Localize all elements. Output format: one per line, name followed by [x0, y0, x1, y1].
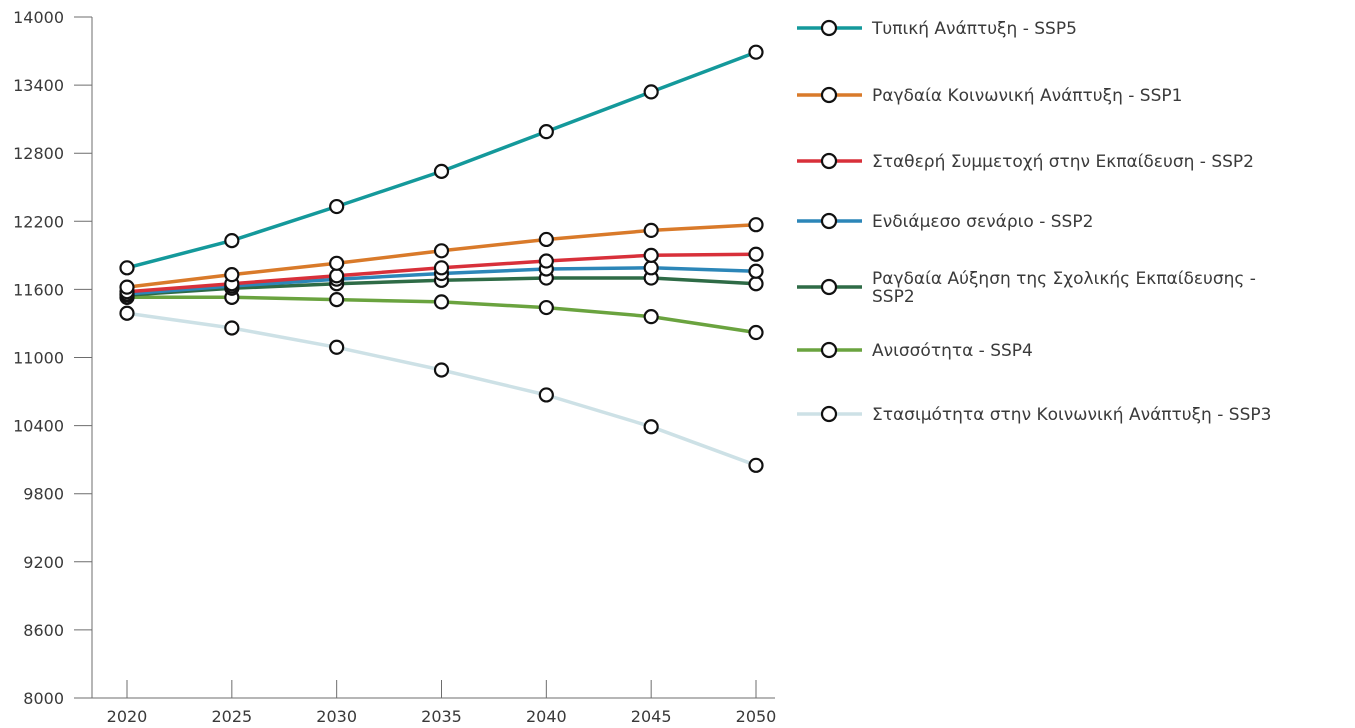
y-tick-label: 11600 [13, 280, 64, 299]
data-point-marker [433, 243, 450, 259]
y-tick-label: 8600 [23, 621, 64, 640]
data-point-marker [643, 84, 659, 100]
legend-label: Ραγδαία Αύξηση της Σχολικής Εκπαίδευσης … [872, 269, 1256, 307]
legend-swatch-marker [820, 341, 838, 359]
legend: Τυπική Ανάπτυξη - SSP5 Ραγδαία Κοινωνική … [797, 19, 1271, 425]
legend-item: Στασιμότητα στην Κοινωνική Ανάπτυξη - SS… [797, 405, 1271, 425]
y-tick-label: 12200 [13, 212, 64, 231]
legend-item: Ραγδαία Κοινωνική Ανάπτυξη - SSP1 [797, 86, 1182, 106]
y-tick-label: 8000 [23, 689, 64, 708]
legend-swatch-marker [820, 152, 838, 170]
legend-item: Ραγδαία Αύξηση της Σχολικής Εκπαίδευσης … [797, 269, 1256, 307]
legend-item: Ανισσότητα - SSP4 [797, 341, 1033, 361]
legend-swatch-marker [820, 86, 838, 104]
legend-label: Ανισσότητα - SSP4 [872, 341, 1033, 361]
data-point-marker [329, 268, 345, 284]
data-point-marker [538, 231, 554, 248]
legend-swatch-marker [820, 212, 838, 230]
data-point-marker [748, 217, 764, 233]
x-axis: 2020 2025 2030 2035 2040 2045 2050 [74, 680, 776, 726]
data-point-marker [119, 279, 135, 295]
data-point-marker [748, 457, 764, 473]
x-tick-label: 2050 [736, 707, 777, 726]
y-axis: 8000 8600 9200 9800 10400 11000 11600 12200 1280… [13, 8, 93, 708]
data-point-marker [538, 387, 554, 403]
data-point-marker [329, 198, 345, 215]
x-tick-label: 2035 [421, 707, 462, 726]
series-line [125, 311, 758, 468]
data-point-marker [643, 260, 659, 276]
y-tick-label: 11000 [13, 349, 64, 368]
data-point-marker [643, 419, 659, 435]
legend-label: Τυπική Ανάπτυξη - SSP5 [871, 19, 1077, 39]
data-point-marker [329, 255, 345, 271]
x-tick-label: 2025 [211, 707, 252, 726]
data-point-marker [433, 362, 450, 378]
data-point-marker [643, 309, 659, 325]
x-tick-label: 2045 [631, 707, 672, 726]
legend-label: Στασιμότητα στην Κοινωνική Ανάπτυξη - SS… [872, 405, 1271, 425]
data-point-marker [433, 294, 450, 310]
data-point-marker [119, 260, 135, 276]
series-lines [125, 50, 758, 468]
legend-item: Ενδιάμεσο σενάριο - SSP2 [797, 212, 1093, 232]
data-point-marker [538, 124, 554, 140]
data-point-marker [224, 232, 240, 249]
legend-label: Σταθερή Συμμετοχή στην Εκπαίδευση - SSP2 [872, 152, 1254, 172]
data-point-marker [643, 222, 659, 238]
x-tick-label: 2040 [526, 707, 567, 726]
data-point-marker [538, 253, 554, 269]
x-tick-label: 2020 [107, 707, 148, 726]
data-point-marker [748, 324, 764, 341]
data-point-marker [433, 163, 450, 179]
series-markers [119, 44, 764, 473]
data-point-marker [329, 339, 345, 355]
data-point-marker [433, 260, 450, 276]
data-point-marker [748, 276, 764, 292]
data-point-marker [119, 305, 135, 321]
data-point-marker [748, 246, 764, 262]
series-line [125, 50, 758, 270]
x-tick-label: 2030 [316, 707, 357, 726]
legend-swatch-marker [820, 405, 838, 423]
legend-item: Σταθερή Συμμετοχή στην Εκπαίδευση - SSP2 [797, 152, 1254, 172]
y-tick-label: 12800 [13, 144, 64, 163]
data-point-marker [643, 247, 659, 263]
legend-label: Ραγδαία Κοινωνική Ανάπτυξη - SSP1 [872, 86, 1182, 106]
data-point-marker [224, 267, 240, 283]
legend-item: Τυπική Ανάπτυξη - SSP5 [797, 19, 1077, 39]
data-point-marker [748, 44, 764, 60]
data-point-marker [329, 292, 345, 308]
data-point-marker [748, 263, 764, 279]
y-tick-label: 10400 [13, 417, 64, 436]
data-point-marker [538, 299, 554, 316]
y-tick-label: 13400 [13, 76, 64, 95]
y-tick-label: 9200 [23, 553, 64, 572]
legend-label: Ενδιάμεσο σενάριο - SSP2 [872, 212, 1093, 232]
legend-swatch-marker [820, 278, 838, 296]
legend-swatch-marker [820, 19, 838, 37]
y-tick-label: 14000 [13, 8, 64, 27]
data-point-marker [224, 320, 240, 336]
y-tick-label: 9800 [23, 485, 64, 504]
